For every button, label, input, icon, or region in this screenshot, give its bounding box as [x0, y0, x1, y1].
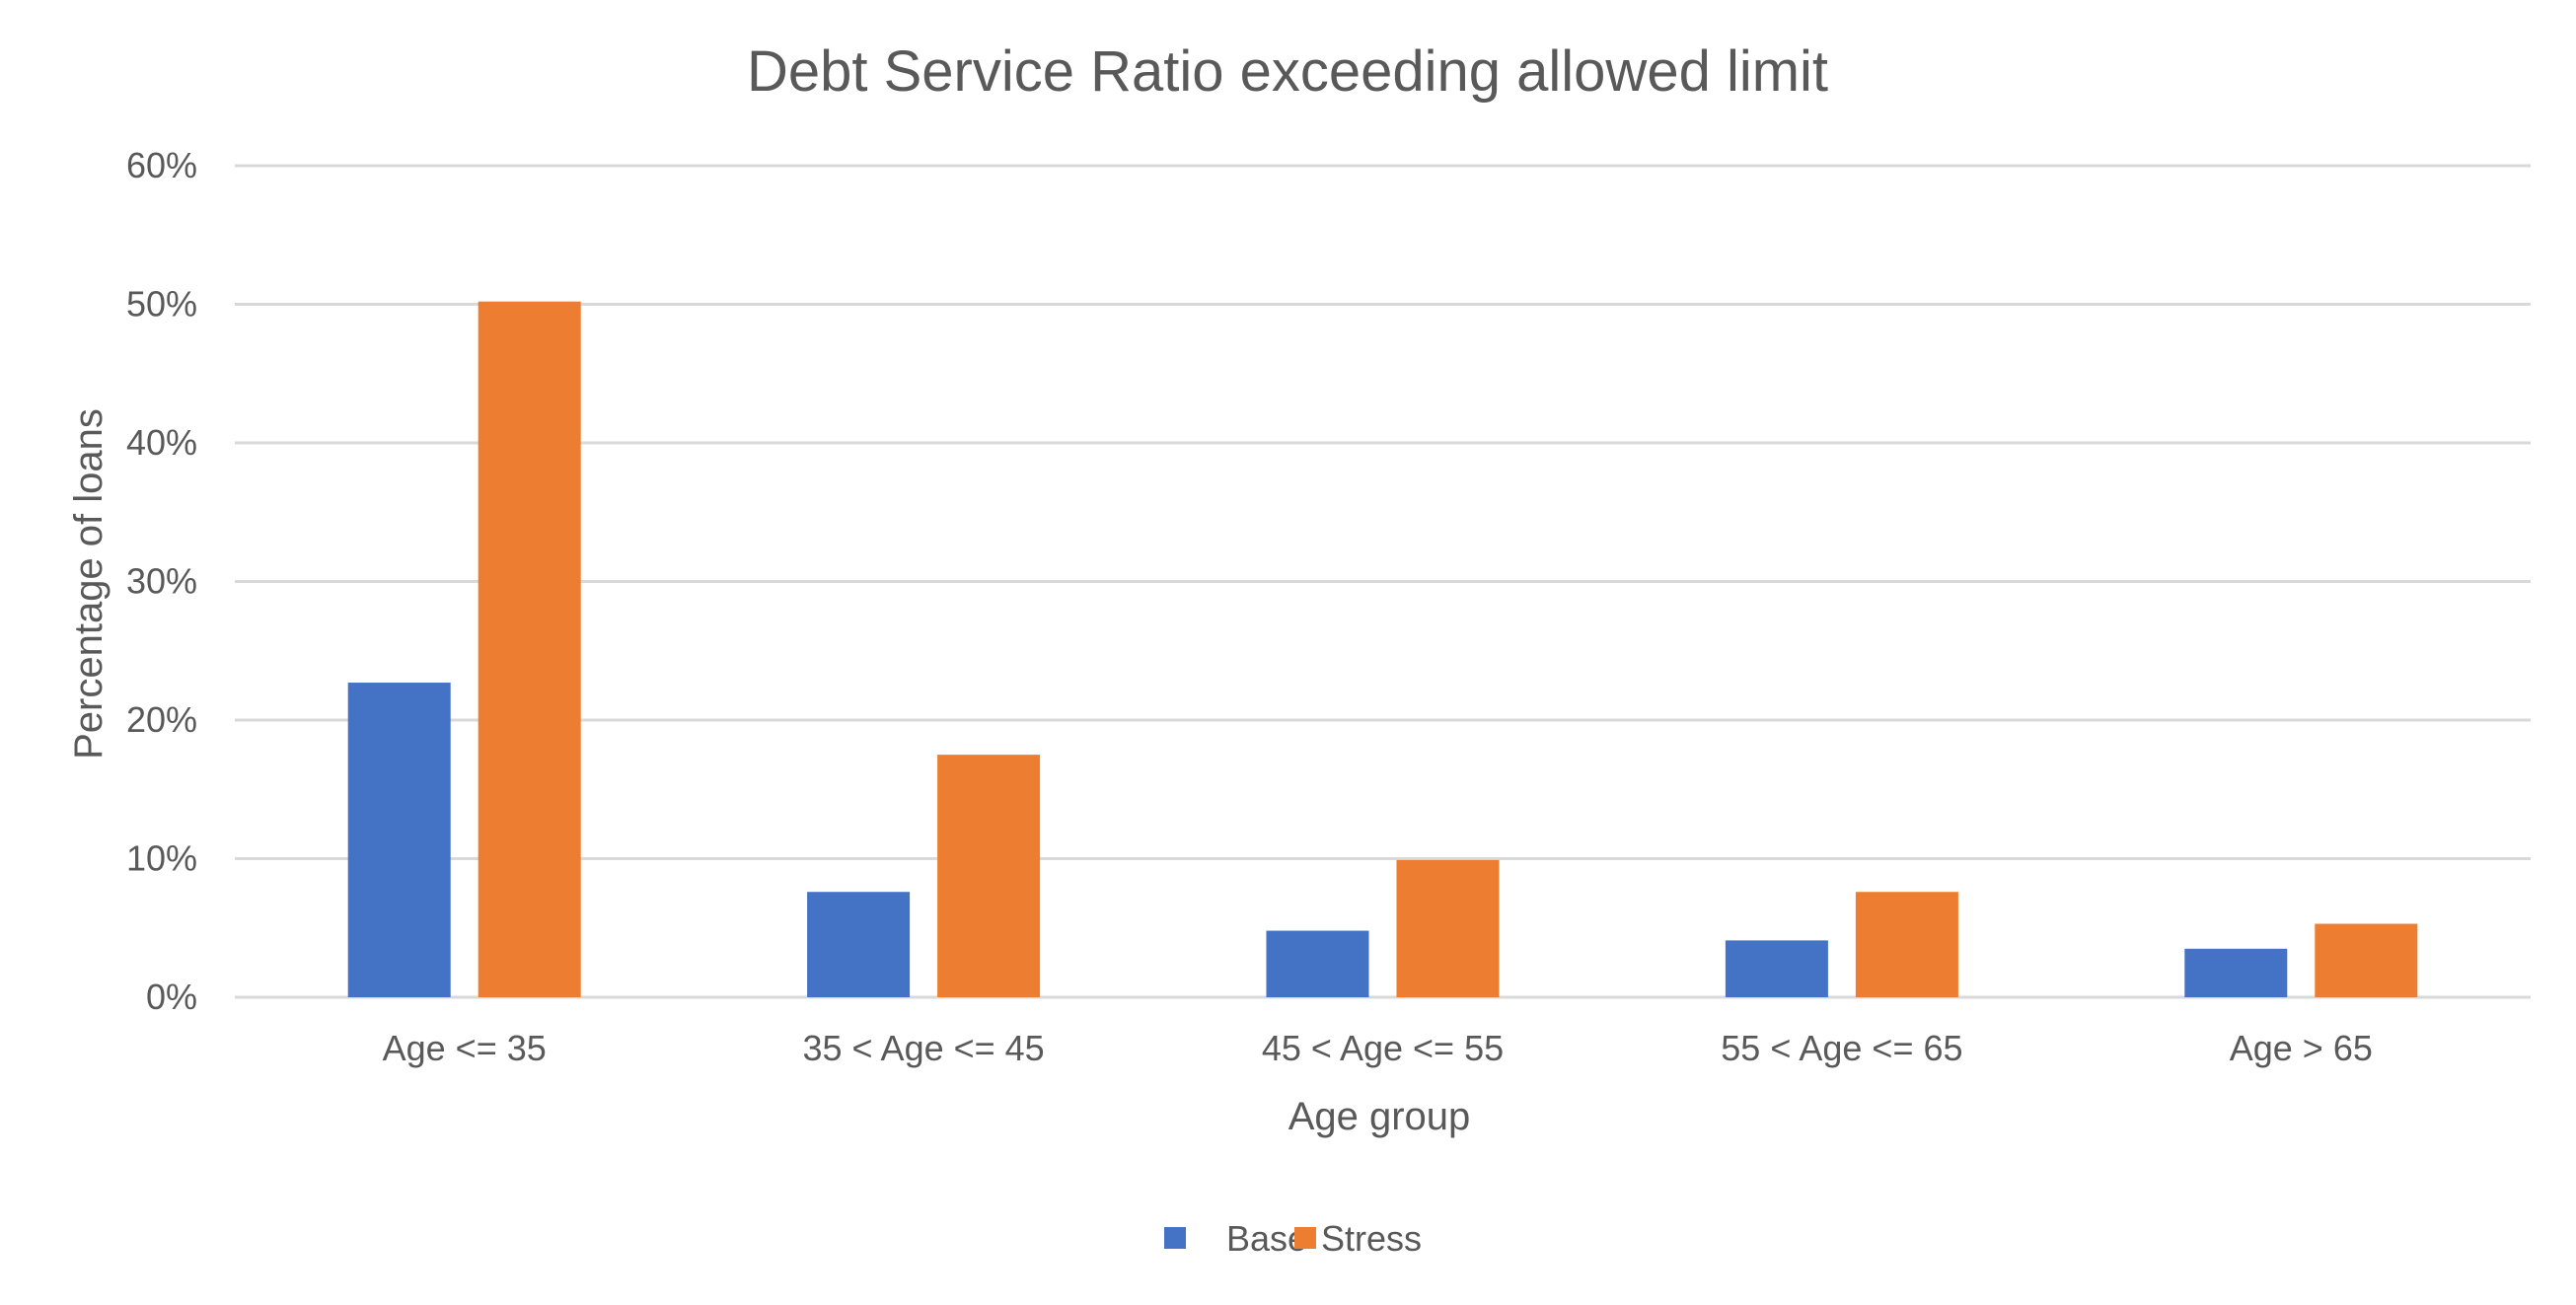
- y-axis-title: Percentage of loans: [67, 408, 110, 760]
- bar-base: [1725, 940, 1828, 997]
- x-tick-label: 45 < Age <= 55: [1262, 1028, 1504, 1068]
- bar-stress: [1396, 859, 1500, 997]
- y-tick-label: 50%: [126, 284, 197, 325]
- y-tick-label: 0%: [146, 977, 197, 1017]
- bar-stress: [937, 755, 1041, 997]
- legend-swatch-base: [1164, 1227, 1186, 1249]
- gridlines: [235, 164, 2531, 999]
- legend-label-stress: Stress: [1321, 1218, 1422, 1259]
- x-axis-ticks: Age <= 35 35 < Age <= 45 45 < Age <= 55 55 …: [383, 1028, 2373, 1068]
- y-tick-label: 10%: [126, 838, 197, 879]
- bar-stress: [478, 301, 581, 997]
- y-tick-label: 60%: [126, 145, 197, 185]
- legend: Base Stress: [1164, 1218, 1422, 1259]
- x-tick-label: 35 < Age <= 45: [802, 1028, 1044, 1068]
- y-tick-label: 20%: [126, 699, 197, 740]
- y-tick-label: 30%: [126, 561, 197, 602]
- bars: [347, 301, 2418, 997]
- y-tick-label: 40%: [126, 422, 197, 463]
- x-axis-title: Age group: [1288, 1095, 1471, 1138]
- bar-base: [1266, 930, 1369, 997]
- x-tick-label: 55 < Age <= 65: [1721, 1028, 1962, 1068]
- x-tick-label: Age > 65: [2230, 1028, 2373, 1068]
- legend-swatch-stress: [1294, 1227, 1316, 1249]
- bar-stress: [1855, 892, 1958, 997]
- x-tick-label: Age <= 35: [383, 1028, 547, 1068]
- bar-base: [347, 683, 451, 997]
- y-axis-ticks: 0% 10% 20% 30% 40% 50% 60%: [126, 145, 197, 1017]
- bar-stress: [2315, 923, 2418, 997]
- chart-title: Debt Service Ratio exceeding allowed lim…: [747, 39, 1828, 104]
- bar-base: [807, 892, 911, 997]
- bar-base: [2184, 948, 2288, 997]
- legend-label-base: Base: [1226, 1218, 1307, 1259]
